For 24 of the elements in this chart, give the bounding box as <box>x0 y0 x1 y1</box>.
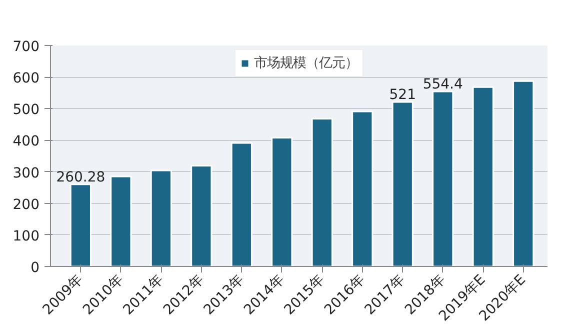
y-tick-label: 400 <box>12 134 40 150</box>
legend-label: 市场规模（亿元） <box>254 54 358 72</box>
data-label: 554.4 <box>422 76 463 92</box>
bar <box>512 80 534 266</box>
y-tick-label: 100 <box>12 228 40 244</box>
bar <box>432 90 454 266</box>
bar <box>472 86 494 266</box>
bar <box>190 165 212 266</box>
y-tick-label: 700 <box>12 39 40 55</box>
bar <box>311 118 333 266</box>
bar <box>150 170 172 266</box>
data-label: 260.28 <box>56 169 106 186</box>
y-tick-label: 300 <box>12 165 40 182</box>
bar <box>230 142 252 266</box>
bar <box>110 176 132 266</box>
bar <box>392 101 414 266</box>
y-tick-label: 600 <box>12 70 40 87</box>
y-tick-label: 200 <box>12 196 40 213</box>
y-tick-label: 0 <box>30 260 40 276</box>
bar <box>271 136 293 266</box>
bar <box>70 184 92 266</box>
bar <box>352 110 374 266</box>
y-tick-label: 500 <box>12 102 40 118</box>
data-label: 521 <box>389 87 416 104</box>
